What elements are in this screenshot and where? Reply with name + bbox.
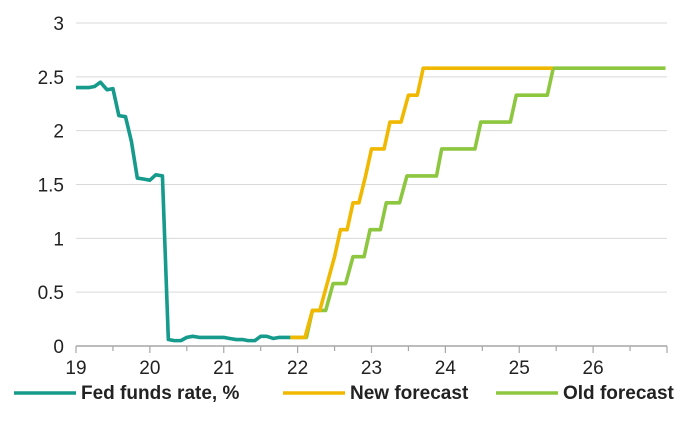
x-tick-label: 22 [287,358,308,379]
series-line-fed-funds-rate [76,80,291,343]
legend-label-old-forecast: Old forecast [563,383,675,404]
y-tick-label: 2.5 [38,68,64,89]
x-tick-label: 26 [583,358,604,379]
legend-label-fed-funds-rate: Fed funds rate, % [81,383,239,404]
series-lines [76,66,666,343]
x-tick-label: 24 [435,358,457,379]
y-tick-label: 2 [53,122,64,143]
series-line-new-forecast [290,66,553,340]
x-tick-label: 25 [509,358,530,379]
legend: Fed funds rate, % New forecast Old forecas… [14,383,675,404]
axes: 0 0.5 1 1.5 2 2.5 3 19 20 21 22 23 24 25 26 [38,14,668,379]
y-tick-label: 0 [53,337,64,358]
y-tick-label: 1 [53,229,64,250]
y-tick-label: 0.5 [38,283,64,304]
y-tick-label: 3 [53,14,64,35]
x-tick-label: 19 [65,358,86,379]
series-line-old-forecast [290,66,666,340]
y-tick-label: 1.5 [38,176,64,197]
x-tick-label: 21 [213,358,234,379]
gridlines [76,22,667,293]
legend-label-new-forecast: New forecast [350,383,469,404]
x-tick-label: 23 [361,358,382,379]
x-tick-label: 20 [139,358,160,379]
